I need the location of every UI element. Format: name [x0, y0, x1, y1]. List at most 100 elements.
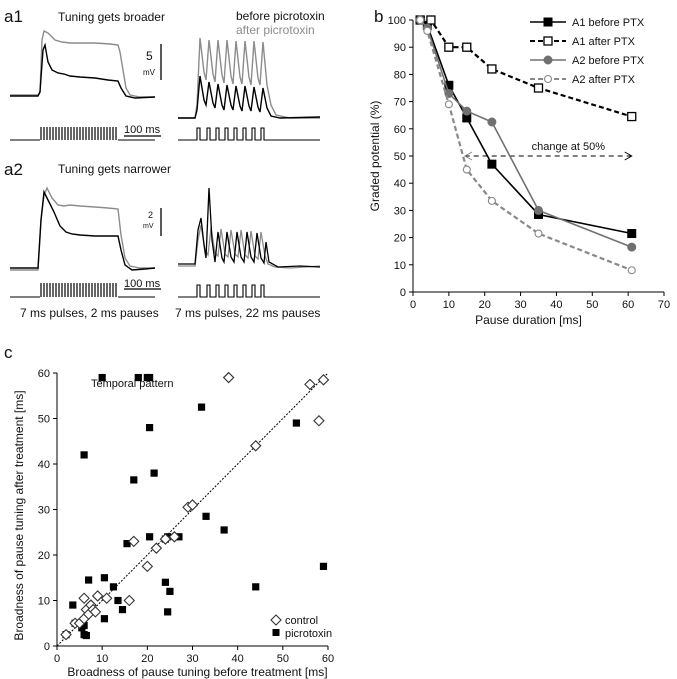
trace-a1-long-before	[10, 42, 156, 99]
data-point-picrotoxin	[164, 608, 172, 616]
legend-marker-picrotoxin	[272, 629, 280, 636]
panel-a2: a2 Tuning gets narrower 2 mV 100 ms 7 ms…	[4, 160, 320, 320]
data-point-b	[462, 165, 471, 174]
data-point-picrotoxin	[145, 533, 154, 541]
data-point-b	[533, 83, 544, 93]
data-point-b	[534, 229, 543, 238]
y-axis-label-c: Broadness of pause tuning after treatmen…	[12, 390, 26, 640]
data-point-b	[487, 117, 497, 127]
annotation-arrowhead-left	[463, 151, 473, 161]
y-tick-label-b: 90	[394, 42, 406, 54]
data-point-picrotoxin	[114, 596, 122, 605]
data-point-b	[487, 196, 496, 205]
x-tick-label-c: 30	[186, 653, 198, 665]
y-tick-label-c: 50	[38, 414, 50, 426]
data-point-picrotoxin	[80, 451, 88, 459]
data-point-b	[487, 159, 497, 169]
stimulus-a2-long	[10, 283, 155, 298]
y-tick-label-b: 20	[394, 233, 406, 245]
x-tick-label-c: 40	[232, 653, 244, 665]
x-tick-label-b: 20	[479, 299, 491, 311]
legend-marker-b	[543, 74, 553, 84]
data-point-picrotoxin	[134, 373, 142, 382]
x-tick-label-c: 10	[96, 653, 108, 665]
data-point-control	[159, 533, 172, 545]
data-point-b	[423, 26, 432, 35]
panel-label-b: b	[374, 7, 383, 26]
data-point-control	[100, 592, 113, 605]
identity-line	[56, 372, 329, 647]
data-point-control	[128, 535, 140, 548]
y-tick-label-b: 50	[394, 151, 406, 163]
x-tick-label-b: 40	[550, 299, 562, 311]
x-tick-label-b: 30	[514, 299, 526, 311]
data-point-b	[487, 64, 497, 74]
y-tick-label-c: 0	[44, 641, 50, 653]
stimulus-a1-long	[10, 127, 155, 141]
panel-label-a2: a2	[4, 160, 23, 179]
data-point-picrotoxin	[145, 373, 154, 382]
scale-a1-unit: mV	[143, 68, 156, 77]
panel-a1: a1 Tuning gets broader before picrotoxin…	[4, 7, 325, 141]
data-point-control	[317, 374, 330, 386]
data-point-b	[462, 42, 472, 52]
time-scale-a1: 100 ms	[124, 124, 161, 136]
legend-label-b: A2 before PTX	[572, 55, 645, 67]
data-point-b	[627, 111, 637, 122]
time-scale-a2: 100 ms	[124, 278, 161, 290]
legend-label-b: A2 after PTX	[572, 74, 636, 86]
legend-label-picrotoxin: picrotoxin	[285, 628, 332, 640]
data-point-picrotoxin	[130, 476, 138, 484]
data-point-picrotoxin	[161, 578, 169, 586]
data-point-b	[627, 266, 636, 275]
data-point-picrotoxin	[150, 469, 158, 477]
trace-a2-pulse-before	[178, 187, 321, 268]
x-axis-label-b: Pause duration [ms]	[475, 313, 582, 327]
y-tick-label-b: 100	[388, 15, 406, 27]
data-point-control	[78, 592, 90, 605]
x-tick-label-c: 0	[54, 653, 60, 665]
data-point-b	[462, 106, 472, 116]
data-point-picrotoxin	[202, 512, 210, 520]
trace-a2-long-before	[10, 189, 156, 271]
legend-marker-b	[543, 36, 553, 46]
data-point-b	[627, 229, 637, 239]
series-line-b	[419, 19, 632, 235]
y-tick-label-c: 20	[38, 550, 50, 562]
scale-a2-value: 2	[148, 210, 153, 220]
legend-marker-b	[543, 17, 553, 27]
data-point-control	[141, 560, 154, 573]
x-tick-label-b: 10	[443, 299, 455, 311]
chart-b-graded-potential: 0 10 20 30 40 50 60 70 0 10 20 30 40 50 60 70 80 90 100 Pau…	[368, 15, 670, 327]
y-tick-label-b: 70	[394, 97, 406, 109]
stimulus-a2-pulses	[178, 284, 320, 298]
legend-label-control: control	[285, 615, 318, 627]
data-point-control	[91, 590, 104, 602]
data-point-control	[168, 531, 181, 543]
caption-a2-left: 7 ms pulses, 2 ms pauses	[20, 306, 159, 320]
x-axis-label-c: Broadness of pause tuning before treatme…	[67, 665, 327, 679]
annotation-arrowhead-right	[624, 151, 633, 161]
data-point-picrotoxin	[197, 403, 206, 411]
data-point-control	[89, 606, 102, 618]
data-point-picrotoxin	[109, 583, 118, 591]
data-point-picrotoxin	[292, 419, 300, 427]
data-point-b	[627, 242, 637, 252]
legend-before-picrotoxin: before picrotoxin	[236, 9, 325, 23]
data-point-picrotoxin	[82, 631, 90, 640]
data-point-control	[249, 440, 262, 452]
y-tick-label-c: 10	[38, 596, 50, 608]
panel-label-a1: a1	[4, 7, 23, 26]
trace-a1-long-after	[10, 29, 155, 98]
y-tick-label-b: 80	[394, 69, 406, 81]
data-point-picrotoxin	[80, 621, 88, 630]
data-point-picrotoxin	[252, 583, 260, 591]
data-point-control	[150, 542, 163, 554]
y-tick-label-b: 10	[394, 260, 406, 272]
legend-after-picrotoxin: after picrotoxin	[236, 23, 315, 37]
annotation-text: change at 50%	[532, 141, 606, 153]
x-tick-label-c: 50	[277, 653, 289, 665]
data-point-control	[304, 378, 316, 391]
